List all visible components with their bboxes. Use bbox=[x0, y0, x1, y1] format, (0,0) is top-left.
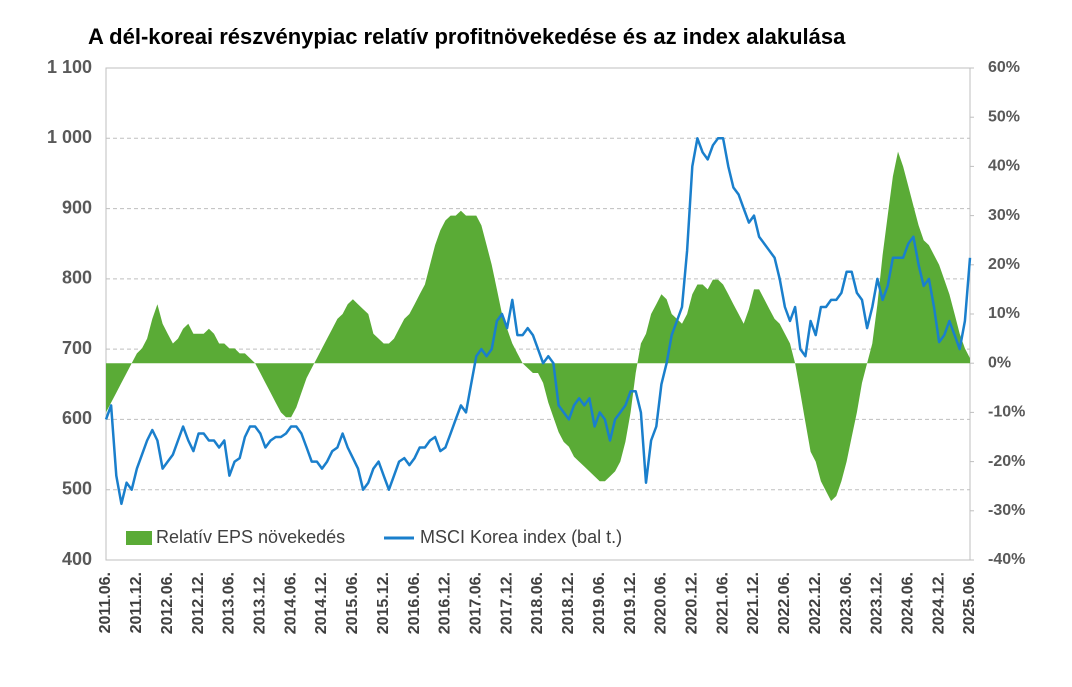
x-tick-label: 2015.12. bbox=[375, 572, 392, 634]
x-tick-label: 2018.06. bbox=[529, 572, 546, 634]
x-tick-label: 2020.12. bbox=[684, 572, 701, 634]
y-tick-label: 1 100 bbox=[47, 57, 92, 77]
x-tick-label: 2011.12. bbox=[128, 572, 145, 633]
legend-label: Relatív EPS növekedés bbox=[156, 527, 345, 547]
y2-tick-label: 40% bbox=[988, 158, 1020, 175]
x-tick-label: 2022.12. bbox=[807, 572, 824, 634]
index-line bbox=[104, 137, 972, 506]
y2-tick-label: -30% bbox=[988, 502, 1025, 519]
x-tick-label: 2023.12. bbox=[869, 572, 886, 634]
y2-tick-label: -10% bbox=[988, 404, 1025, 421]
x-tick-label: 2013.12. bbox=[252, 572, 269, 634]
x-tick-label: 2012.12. bbox=[190, 572, 207, 634]
y2-tick-label: 10% bbox=[988, 305, 1020, 322]
x-tick-label: 2017.12. bbox=[498, 572, 515, 634]
x-tick-label: 2020.06. bbox=[653, 572, 670, 634]
y-tick-label: 500 bbox=[62, 478, 92, 498]
x-tick-label: 2024.06. bbox=[900, 572, 917, 634]
y2-tick-label: 0% bbox=[988, 354, 1011, 371]
y-tick-label: 800 bbox=[62, 268, 92, 288]
y-tick-label: 700 bbox=[62, 338, 92, 358]
eps-area bbox=[106, 151, 970, 501]
x-tick-label: 2022.06. bbox=[776, 572, 793, 634]
y2-tick-label: -20% bbox=[988, 453, 1025, 470]
x-tick-label: 2024.12. bbox=[930, 572, 947, 634]
y-tick-label: 900 bbox=[62, 197, 92, 217]
legend-swatch bbox=[126, 531, 152, 545]
y2-tick-label: 50% bbox=[988, 108, 1020, 125]
x-tick-label: 2014.06. bbox=[282, 572, 299, 634]
x-tick-label: 2023.06. bbox=[838, 572, 855, 634]
y-tick-label: 400 bbox=[62, 549, 92, 569]
x-tick-label: 2021.06. bbox=[714, 572, 731, 634]
chart-title: A dél-koreai részvénypiac relatív profit… bbox=[88, 24, 846, 49]
x-tick-label: 2013.06. bbox=[221, 572, 238, 634]
x-tick-label: 2016.06. bbox=[406, 572, 423, 634]
legend-label: MSCI Korea index (bal t.) bbox=[420, 527, 622, 547]
x-tick-label: 2021.12. bbox=[745, 572, 762, 634]
y2-tick-label: -40% bbox=[988, 551, 1025, 568]
x-tick-label: 2025.06. bbox=[961, 572, 978, 634]
x-tick-label: 2015.06. bbox=[344, 572, 361, 634]
x-tick-label: 2014.12. bbox=[313, 572, 330, 634]
x-tick-label: 2018.12. bbox=[560, 572, 577, 634]
plot-border bbox=[105, 67, 971, 561]
y2-tick-label: 30% bbox=[988, 207, 1020, 224]
x-tick-label: 2011.06. bbox=[97, 572, 114, 633]
y2-tick-label: 60% bbox=[988, 59, 1020, 76]
x-tick-label: 2016.12. bbox=[437, 572, 454, 634]
y-tick-label: 1 000 bbox=[47, 127, 92, 147]
y2-tick-label: 20% bbox=[988, 256, 1020, 273]
x-tick-label: 2012.06. bbox=[159, 572, 176, 634]
x-tick-label: 2019.06. bbox=[591, 572, 608, 634]
x-tick-label: 2017.06. bbox=[468, 572, 485, 634]
y-tick-label: 600 bbox=[62, 408, 92, 428]
x-tick-label: 2019.12. bbox=[622, 572, 639, 634]
